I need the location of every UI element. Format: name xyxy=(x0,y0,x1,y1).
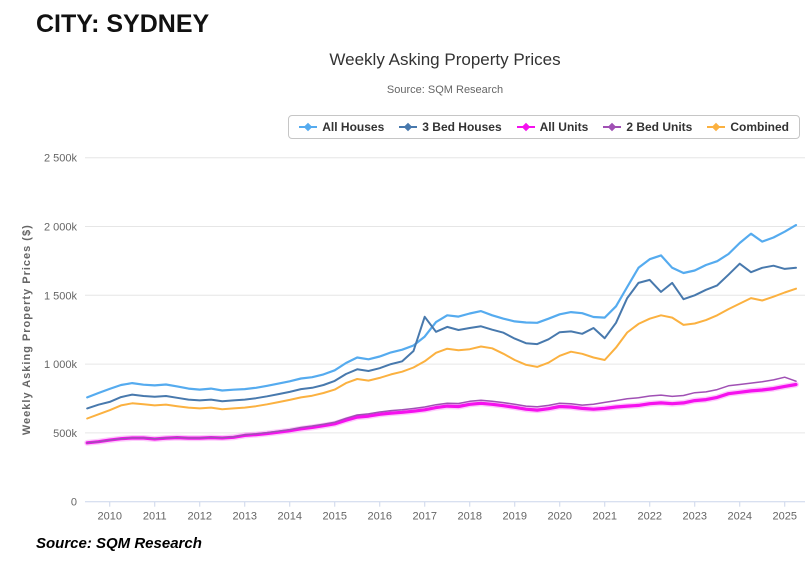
x-tick-label: 2010 xyxy=(98,511,122,523)
x-tick-label: 2023 xyxy=(683,511,707,523)
2-bed-units-marker-icon xyxy=(603,122,622,132)
all-houses-marker-icon xyxy=(299,122,318,132)
y-tick-label: 2 000k xyxy=(44,222,78,234)
legend-label: 2 Bed Units xyxy=(626,120,693,134)
series-line-2-bed-units xyxy=(86,376,797,444)
legend-label: All Houses xyxy=(322,120,385,134)
series-line-combined xyxy=(86,287,797,420)
x-tick-label: 2024 xyxy=(728,511,752,523)
x-tick-label: 2011 xyxy=(143,511,167,523)
x-tick-label: 2021 xyxy=(593,511,617,523)
y-tick-label: 0 xyxy=(71,497,77,509)
series-line-all-houses xyxy=(86,224,798,399)
x-tick-label: 2014 xyxy=(278,511,302,523)
all-units-marker-icon xyxy=(516,122,535,132)
y-tick-label: 2 500k xyxy=(44,153,78,165)
y-tick-label: 1 500k xyxy=(44,290,78,302)
x-tick-label: 2022 xyxy=(638,511,662,523)
legend-label: 3 Bed Houses xyxy=(422,120,502,134)
series-line-3-bed-houses xyxy=(86,262,797,410)
x-tick-label: 2025 xyxy=(773,511,797,523)
legend-label: Combined xyxy=(730,120,789,134)
y-tick-label: 1 000k xyxy=(44,359,78,371)
x-tick-label: 2016 xyxy=(368,511,392,523)
legend-label: All Units xyxy=(539,120,589,134)
x-tick-label: 2015 xyxy=(323,511,347,523)
legend-item-2-bed-units[interactable]: 2 Bed Units xyxy=(603,120,692,134)
x-tick-label: 2019 xyxy=(503,511,527,523)
x-tick-label: 2013 xyxy=(233,511,257,523)
x-tick-label: 2017 xyxy=(413,511,437,523)
chart-subtitle: Source: SQM Research xyxy=(386,84,504,96)
legend-item-3-bed-houses[interactable]: 3 Bed Houses xyxy=(399,120,502,134)
x-tick-label: 2020 xyxy=(548,511,572,523)
legend-item-combined[interactable]: Combined xyxy=(707,120,789,134)
legend-item-all-houses[interactable]: All Houses xyxy=(299,120,384,134)
source-attribution: Source: SQM Research xyxy=(36,535,202,552)
y-axis-title: Weekly Asking Property Prices ($) xyxy=(21,224,33,435)
legend: All Houses 3 Bed Houses All Units 2 Bed Uni… xyxy=(288,115,800,139)
combined-marker-icon xyxy=(707,122,726,132)
chart-title: Weekly Asking Property Prices xyxy=(329,50,561,69)
page-title: CITY: SYDNEY xyxy=(36,10,210,38)
legend-item-all-units[interactable]: All Units xyxy=(516,120,589,134)
x-tick-label: 2012 xyxy=(188,511,212,523)
y-tick-label: 500k xyxy=(53,428,77,440)
x-tick-label: 2018 xyxy=(458,511,482,523)
3-bed-houses-marker-icon xyxy=(399,122,418,132)
